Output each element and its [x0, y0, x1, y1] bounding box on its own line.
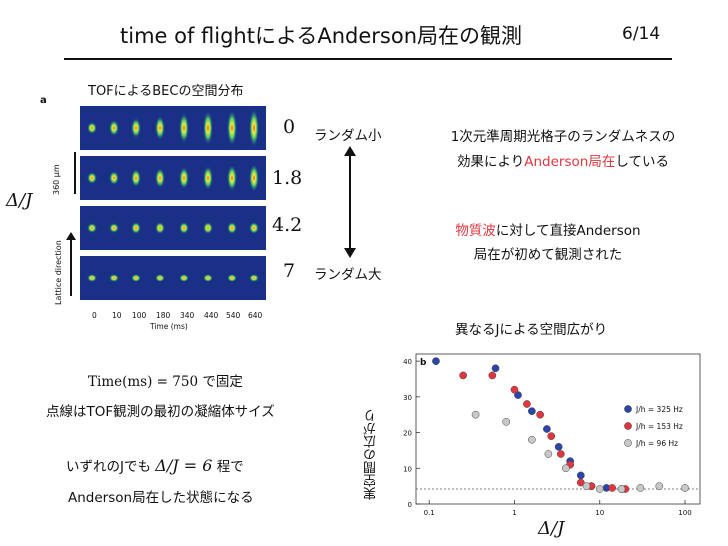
legend-label: J/h = 153 Hz [635, 422, 683, 431]
data-point-series-2 [617, 485, 626, 493]
desc-line-1: 1次元準周期光格子のランダムネスの [450, 129, 676, 145]
lattice-arrow-head [66, 232, 76, 240]
lattice-direction-label: Lattice direction [54, 240, 63, 305]
tof-row-4 [80, 256, 266, 300]
data-point-series-1 [510, 385, 519, 394]
data-point-series-0 [543, 425, 551, 433]
chart-panel-label: b [420, 358, 427, 368]
page-number: 6/14 [622, 24, 661, 44]
legend-label: J/h = 96 Hz [635, 439, 678, 448]
data-point-series-1 [557, 450, 565, 458]
data-point-series-2 [582, 482, 591, 490]
legend-marker [624, 405, 632, 413]
title-rule [64, 58, 672, 60]
x-tick-label: 100 [678, 509, 691, 517]
dotted-line-note: 点線はTOF観測の最初の凝縮体サイズ [46, 404, 275, 420]
data-point-series-2 [595, 485, 604, 493]
tof-x-label: Time (ms) [150, 322, 188, 331]
desc-line-3: 物質波に対して直接Anderson [455, 223, 641, 239]
tof-tick: 180 [156, 311, 171, 320]
chart-y-label: 実空間の広がり [364, 409, 379, 500]
data-point-series-1 [488, 371, 497, 380]
localized-note: Anderson局在した状態になる [68, 490, 254, 506]
tof-tick: 0 [92, 311, 97, 320]
tof-row-3 [80, 206, 266, 250]
data-point-series-2 [502, 418, 511, 426]
desc-line-4: 局在が初めて観測された [473, 247, 623, 263]
data-point-series-1 [523, 400, 531, 408]
data-point-series-0 [491, 364, 500, 373]
y-tick-label: 30 [403, 394, 412, 402]
scale-label: 360 μm [52, 164, 61, 195]
data-point-series-0 [554, 443, 563, 451]
data-point-series-0 [576, 471, 585, 480]
j-value-1: 1.8 [272, 167, 303, 189]
data-point-series-2 [528, 435, 536, 444]
scale-bar [74, 152, 76, 194]
slide-title: time of flightによるAnderson局在の観測 [120, 24, 522, 48]
lattice-arrow [70, 238, 72, 296]
data-point-series-2 [636, 484, 645, 492]
tof-images [80, 106, 266, 300]
y-tick-label: 20 [403, 430, 412, 438]
data-point-series-2 [471, 410, 480, 419]
data-point-series-0 [514, 391, 522, 399]
data-point-series-2 [655, 482, 664, 490]
data-point-series-1 [536, 410, 544, 419]
legend-marker [624, 439, 632, 447]
any-j-note: いずれのJでも Δ/J = 6 程で [66, 456, 244, 475]
tof-tick: 640 [248, 311, 263, 320]
time-note: Time(ms) = 750 で固定 [88, 374, 243, 390]
data-point-series-2 [544, 450, 553, 458]
spread-chart: b 0 10 20 30 40 0.1 1 10 100 J/h = 325 Hz J/h = 153… [403, 353, 701, 517]
random-arrow [344, 146, 356, 258]
desc-line-2: 効果によりAnderson局在している [457, 154, 669, 170]
tof-tick: 440 [204, 311, 219, 320]
j-value-3: 7 [283, 260, 296, 282]
legend-label: J/h = 325 Hz [635, 405, 683, 414]
figure-subtitle: TOFによるBECの空間分布 [88, 84, 244, 99]
tof-tick: 10 [112, 311, 122, 320]
tof-row-1 [80, 106, 266, 150]
data-point-series-1 [608, 484, 617, 492]
tof-tick: 100 [132, 311, 147, 320]
x-tick-label: 10 [595, 509, 604, 517]
random-small-label: ランダム小 [314, 128, 382, 144]
chart-x-label: Δ/J [538, 518, 565, 539]
j-value-2: 4.2 [272, 214, 303, 236]
data-point-series-0 [528, 407, 536, 415]
tof-tick: 340 [180, 311, 195, 320]
random-large-label: ランダム大 [314, 267, 382, 283]
x-tick-label: 0.1 [424, 509, 435, 517]
chart-frame [415, 353, 701, 505]
data-point-series-2 [681, 484, 689, 492]
y-tick-label: 0 [408, 501, 412, 509]
tof-tick: 540 [226, 311, 241, 320]
data-point-series-1 [459, 371, 467, 380]
data-point-series-1 [547, 432, 556, 440]
data-point-series-2 [561, 464, 570, 473]
data-point-series-1 [576, 478, 585, 487]
y-tick-label: 10 [403, 465, 412, 473]
j-value-0: 0 [283, 116, 296, 138]
x-tick-label: 1 [512, 509, 516, 517]
legend-marker [624, 422, 632, 430]
data-point-series-0 [432, 357, 440, 365]
y-tick-label: 40 [403, 358, 412, 366]
tof-row-2 [80, 156, 266, 200]
delta-j-label: Δ/J [6, 190, 33, 211]
panel-a-label: a [40, 95, 47, 106]
chart-title: 異なるJによる空間広がり [455, 322, 608, 338]
